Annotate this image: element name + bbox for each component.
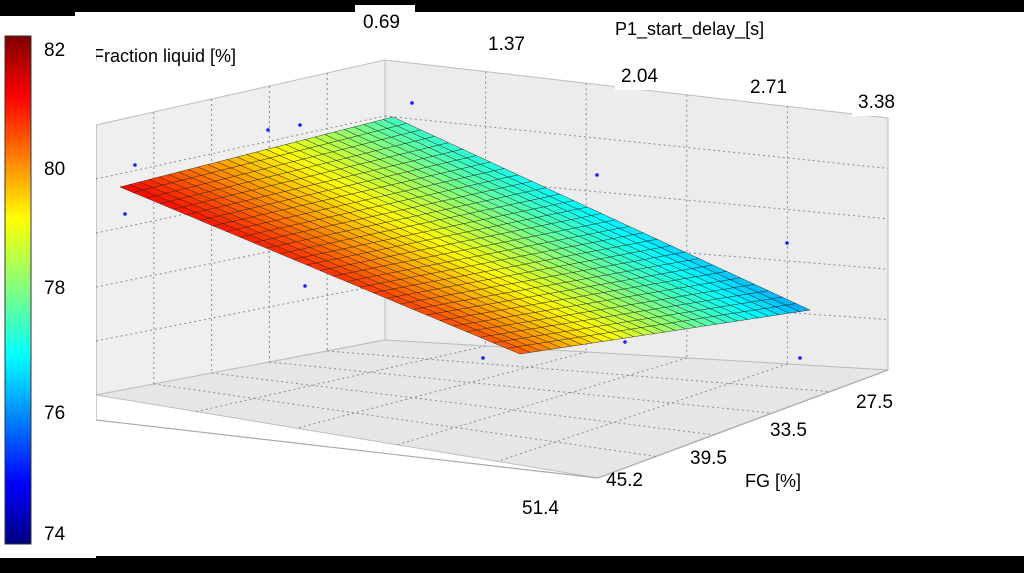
y-tick-1: 33.5 — [770, 420, 807, 441]
y-tick-2: 39.5 — [690, 448, 727, 469]
data-point-11 — [798, 356, 802, 360]
colorbar-tick-82: 82 — [44, 40, 65, 61]
y-tick-0: 27.5 — [856, 392, 893, 413]
x-tick-labels: 0.69 1.37 2.04 2.71 3.38 — [355, 5, 910, 116]
data-point-2 — [298, 123, 302, 127]
x-tick-0: 0.69 — [363, 12, 400, 33]
colorbar — [4, 35, 32, 545]
x-tick-1: 1.37 — [488, 34, 525, 55]
y-tick-4: 51.4 — [522, 498, 559, 519]
grid-right-h-4 — [384, 283, 889, 321]
data-point-9 — [481, 356, 485, 360]
data-point-4 — [123, 212, 127, 216]
colorbar-tick-76: 76 — [44, 403, 65, 424]
z-axis-title: Fraction liquid [%] — [93, 46, 236, 66]
colorbar-tick-labels: 82 80 78 76 74 — [44, 40, 66, 545]
data-point-7 — [595, 173, 599, 177]
y-tick-labels: 27.5 33.5 39.5 45.2 51.4 — [522, 392, 893, 519]
grid-right-h-1 — [384, 115, 889, 169]
y-tick-3: 45.2 — [606, 470, 643, 491]
grid-floor-a-4 — [497, 363, 788, 462]
surface-cell — [785, 303, 811, 312]
top-mid-bar — [410, 0, 1024, 12]
grid-left-h-1 — [95, 115, 386, 180]
box-edge-front-2 — [597, 369, 889, 479]
grid-floor-b-3 — [269, 361, 773, 414]
grid-floor-b-2 — [211, 372, 715, 436]
bottom-bar — [96, 556, 1024, 573]
colorbar-tick-78: 78 — [44, 278, 65, 299]
data-point-6 — [303, 284, 307, 288]
grid-floor-b-4 — [327, 350, 831, 393]
grid-lines — [95, 71, 889, 462]
y-axis-title: FG [%] — [745, 471, 801, 491]
grid-right-h-2 — [384, 171, 889, 220]
data-point-10 — [623, 340, 627, 344]
top-left-bar — [0, 0, 75, 16]
data-point-8 — [785, 241, 789, 245]
colorbar-tick-80: 80 — [44, 159, 65, 180]
data-point-3 — [410, 101, 414, 105]
grid-right-h-3 — [384, 227, 889, 270]
colorbar-tick-74: 74 — [44, 524, 66, 545]
x-tick-3: 2.71 — [750, 77, 787, 98]
response-surface — [119, 116, 811, 355]
data-point-1 — [266, 128, 270, 132]
box-edge-front — [95, 419, 599, 479]
data-point-0 — [133, 163, 137, 167]
x-axis-title: P1_start_delay_[s] — [615, 19, 764, 40]
grid-floor-a-3 — [397, 357, 687, 446]
x-tick-4: 3.38 — [858, 92, 895, 113]
grid-left-h-4 — [95, 283, 386, 342]
x-tick-2: 2.04 — [621, 66, 658, 87]
